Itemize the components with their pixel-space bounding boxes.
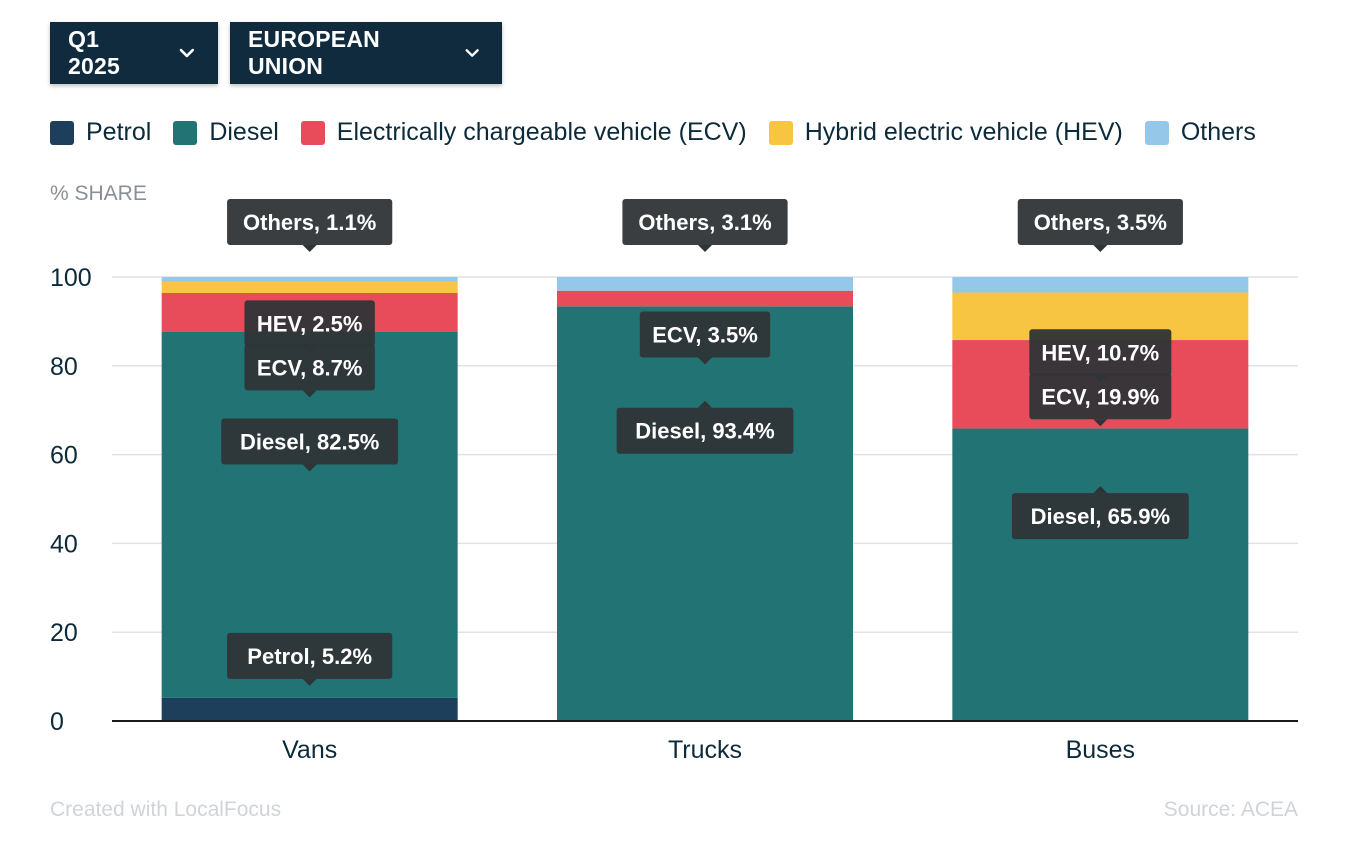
data-label-tooltip: HEV, 10.7% <box>1029 329 1172 383</box>
y-tick-label: 40 <box>50 530 78 558</box>
y-axis-title: % SHARE <box>50 182 147 205</box>
data-label-pointer <box>1093 245 1108 252</box>
legend-item[interactable]: Electrically chargeable vehicle (ECV) <box>300 118 747 147</box>
bar-segment <box>161 281 458 293</box>
region-dropdown[interactable]: EUROPEAN UNION <box>230 22 502 84</box>
region-dropdown-label: EUROPEAN UNION <box>248 26 380 79</box>
legend-item[interactable]: Hybrid electric vehicle (HEV) <box>768 118 1123 147</box>
data-label-pointer <box>302 346 317 354</box>
data-label-pointer <box>1093 375 1108 383</box>
data-label: Diesel, 65.9% <box>1031 504 1170 529</box>
data-label-tooltip: Petrol, 5.2% <box>227 632 393 686</box>
legend-item[interactable]: Petrol <box>50 118 151 147</box>
data-label-bg <box>221 418 399 465</box>
data-label: Others, 3.1% <box>638 210 771 235</box>
data-label-tooltip: ECV, 3.5% <box>639 311 771 365</box>
legend-swatch <box>173 120 198 145</box>
bar-segment <box>557 277 853 291</box>
x-tick-label: Trucks <box>668 736 742 764</box>
data-label: ECV, 8.7% <box>257 355 363 380</box>
data-label-pointer <box>302 678 317 686</box>
legend-label: Diesel <box>209 118 279 146</box>
data-label-bg <box>244 344 375 391</box>
chevron-down-icon <box>179 48 195 58</box>
data-label-bg <box>1011 493 1189 540</box>
data-label: Petrol, 5.2% <box>247 644 372 669</box>
data-label-bg <box>1029 373 1172 420</box>
filter-bar: Q1 2025 EUROPEAN UNION <box>50 22 502 84</box>
data-label-tooltip: ECV, 19.9% <box>1029 373 1172 427</box>
y-tick-label: 80 <box>50 353 78 381</box>
legend-swatch <box>1144 120 1169 145</box>
legend-label: Petrol <box>86 118 152 146</box>
bar-segment <box>557 306 853 721</box>
data-label: Diesel, 93.4% <box>635 419 774 444</box>
data-label-tooltip: ECV, 8.7% <box>244 344 375 398</box>
data-label: ECV, 3.5% <box>652 323 758 348</box>
data-label-pointer <box>1093 419 1108 427</box>
data-label-bg <box>1017 199 1183 245</box>
y-tick-label: 100 <box>50 264 92 292</box>
data-label-bg <box>227 632 393 679</box>
data-label-bg <box>244 300 375 347</box>
chevron-down-icon <box>465 49 479 57</box>
legend-swatch <box>50 120 74 145</box>
x-tick-label: Vans <box>282 736 337 764</box>
y-tick-label: 20 <box>50 619 78 647</box>
data-label-tooltip: Others, 3.5% <box>1017 199 1183 252</box>
data-label-pointer <box>302 245 317 252</box>
data-label-bg <box>227 199 393 245</box>
data-label-pointer <box>698 400 712 408</box>
bar-segment <box>557 290 853 307</box>
bar-segment <box>161 277 458 282</box>
credit-text: Created with LocalFocus <box>50 798 282 821</box>
data-label-bg <box>622 199 788 245</box>
legend-swatch <box>768 120 793 145</box>
data-label-pointer <box>302 464 317 472</box>
data-label-bg <box>1029 329 1172 376</box>
legend-label: Electrically chargeable vehicle (ECV) <box>336 118 747 146</box>
legend-label: Others <box>1180 118 1256 146</box>
data-label: HEV, 10.7% <box>1041 340 1159 365</box>
legend-item[interactable]: Others <box>1144 118 1256 147</box>
data-label: Diesel, 82.5% <box>240 430 379 455</box>
data-label: Others, 1.1% <box>243 210 376 235</box>
data-label: Others, 3.5% <box>1034 210 1167 235</box>
bar-segment <box>952 277 1249 293</box>
bar-segment <box>952 428 1249 721</box>
y-tick-label: 0 <box>50 708 64 736</box>
data-label-bg <box>616 407 794 454</box>
period-dropdown-label: Q1 2025 <box>68 26 120 79</box>
x-tick-label: Buses <box>1066 736 1135 764</box>
data-label-tooltip: Diesel, 65.9% <box>1011 486 1189 540</box>
y-tick-label: 60 <box>50 442 78 470</box>
data-label-pointer <box>698 357 712 365</box>
data-label-tooltip: Diesel, 93.4% <box>616 400 794 454</box>
data-label-tooltip: Others, 1.1% <box>227 199 393 252</box>
period-dropdown[interactable]: Q1 2025 <box>50 22 218 84</box>
data-label-pointer <box>698 245 712 252</box>
legend-swatch <box>300 120 325 145</box>
data-label-bg <box>639 311 771 358</box>
bar-segment <box>161 697 458 721</box>
data-label-pointer <box>1093 486 1108 494</box>
data-label-pointer <box>302 390 317 398</box>
data-label: ECV, 19.9% <box>1041 384 1159 409</box>
data-label-tooltip: HEV, 2.5% <box>244 300 375 354</box>
legend-item[interactable]: Diesel <box>173 118 279 147</box>
legend-label: Hybrid electric vehicle (HEV) <box>804 118 1123 146</box>
source-text: Source: ACEA <box>1163 798 1298 821</box>
chart-legend: Petrol Diesel Electrically chargeable vehi… <box>50 118 1256 147</box>
data-label-tooltip: Diesel, 82.5% <box>221 418 399 472</box>
data-label-tooltip: Others, 3.1% <box>622 199 788 252</box>
data-label: HEV, 2.5% <box>257 311 363 336</box>
